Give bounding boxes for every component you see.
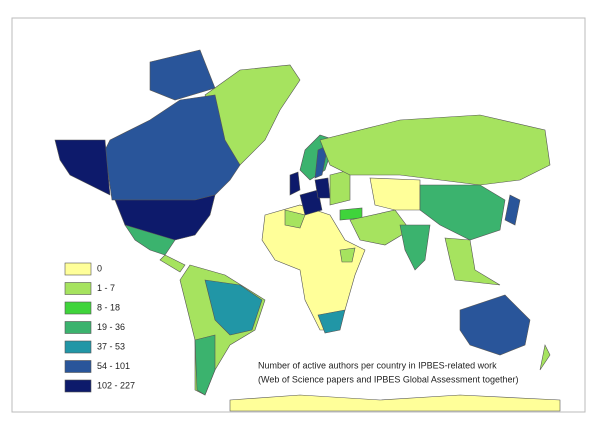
eastern-europe: [329, 169, 351, 206]
central-america: [159, 254, 186, 273]
mexico: [124, 224, 176, 256]
legend-label: 102 - 227: [97, 380, 135, 390]
caption: (Web of Science papers and IPBES Global …: [258, 374, 518, 384]
chile-argentina: [194, 334, 216, 396]
legend-swatch: [64, 282, 92, 295]
legend: 0 1 - 7 8 - 18 19 - 36 37 - 53 54 - 101 102 - …: [64, 262, 135, 393]
central-asia: [369, 177, 421, 211]
russia: [319, 114, 551, 186]
legend-swatch: [64, 340, 92, 354]
france: [299, 189, 323, 216]
uk: [289, 171, 301, 196]
legend-swatch: [64, 360, 92, 373]
arctic-islands: [149, 49, 216, 101]
china: [419, 184, 506, 241]
countries: [54, 49, 561, 412]
middle-east: [349, 209, 411, 246]
legend-label: 54 - 101: [97, 361, 130, 371]
legend-label: 37 - 53: [97, 341, 125, 351]
south-africa: [317, 309, 346, 334]
brazil: [204, 279, 263, 336]
japan: [504, 194, 521, 226]
legend-label: 8 - 18: [97, 302, 120, 312]
antarctica: [229, 394, 561, 412]
southeast-asia: [444, 237, 501, 286]
east-africa: [339, 247, 356, 263]
australia: [459, 294, 531, 356]
alaska: [54, 139, 111, 196]
legend-label: 19 - 36: [97, 322, 125, 332]
legend-swatch: [64, 379, 92, 393]
iberia: [284, 209, 306, 229]
legend-swatch: [64, 301, 92, 315]
germany: [314, 177, 331, 199]
legend-swatch: [64, 321, 92, 334]
legend-swatch: [64, 262, 92, 276]
legend-label: 0: [97, 263, 102, 273]
legend-label: 1 - 7: [97, 283, 115, 293]
caption: Number of active authors per country in …: [258, 360, 497, 370]
new-zealand: [539, 344, 551, 371]
india: [399, 224, 431, 271]
